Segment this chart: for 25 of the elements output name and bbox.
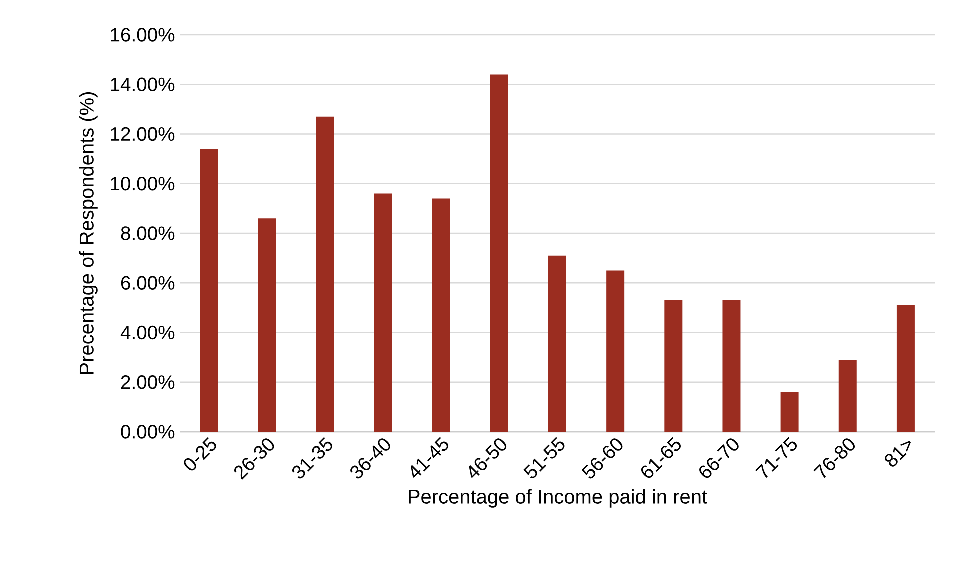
bar: [200, 149, 218, 432]
x-axis-title: Percentage of Income paid in rent: [409, 489, 708, 508]
bar: [606, 270, 625, 432]
bar: [374, 194, 392, 432]
bar: [258, 218, 276, 432]
y-tick-label: 4.00%: [120, 326, 175, 340]
bar: [548, 256, 567, 432]
bar: [838, 360, 857, 432]
x-tick-label: 81>: [885, 441, 912, 467]
bar: [490, 74, 508, 432]
y-tick-label: 12.00%: [111, 127, 175, 142]
y-tick-label: 0.00%: [121, 425, 175, 439]
y-tick-label: 2.00%: [121, 376, 175, 390]
y-tick-label: 10.00%: [111, 177, 175, 191]
y-tick-label: 14.00%: [111, 78, 175, 92]
y-tick-label: 16.00%: [111, 28, 175, 42]
bar: [664, 300, 683, 432]
y-axis-title: Precentage of Respondents (%): [79, 92, 98, 374]
bar: [432, 198, 450, 432]
bar: [316, 116, 334, 432]
bar: [722, 300, 741, 432]
bar: [780, 392, 799, 432]
y-tick-label: 8.00%: [121, 226, 175, 240]
bar: [896, 305, 915, 432]
y-tick-label: 6.00%: [121, 276, 175, 290]
